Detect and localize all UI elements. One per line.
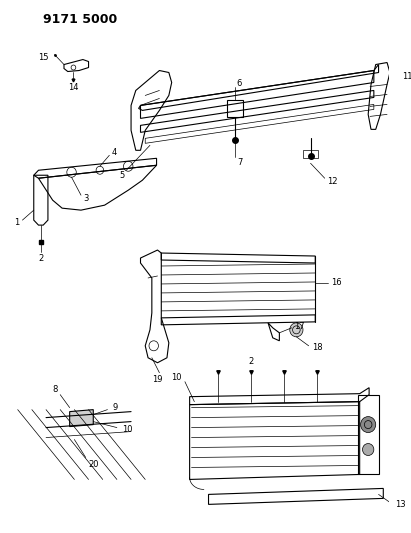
Text: 12: 12 xyxy=(328,177,338,185)
Text: 18: 18 xyxy=(312,343,323,352)
Text: 5: 5 xyxy=(119,171,124,180)
Text: 3: 3 xyxy=(83,193,88,203)
Text: 14: 14 xyxy=(68,83,79,92)
Text: 13: 13 xyxy=(395,500,406,509)
Text: 20: 20 xyxy=(88,460,99,469)
Circle shape xyxy=(363,443,374,456)
Text: 11: 11 xyxy=(402,72,411,81)
Text: 16: 16 xyxy=(331,278,342,287)
Text: 7: 7 xyxy=(237,158,242,167)
Text: 2: 2 xyxy=(39,254,44,263)
Text: 10: 10 xyxy=(171,373,182,382)
Text: 19: 19 xyxy=(152,375,163,384)
Text: 2: 2 xyxy=(248,357,254,366)
Text: 9: 9 xyxy=(112,403,118,412)
Text: 4: 4 xyxy=(111,148,116,157)
Text: 8: 8 xyxy=(53,385,58,394)
Text: 6: 6 xyxy=(237,79,242,88)
Text: 15: 15 xyxy=(38,53,49,62)
Circle shape xyxy=(360,417,376,433)
Text: 9171 5000: 9171 5000 xyxy=(43,13,118,26)
Text: 1: 1 xyxy=(14,217,19,227)
Polygon shape xyxy=(69,410,93,426)
Circle shape xyxy=(290,323,303,337)
Text: 17: 17 xyxy=(295,322,305,332)
Text: 10: 10 xyxy=(122,425,132,434)
